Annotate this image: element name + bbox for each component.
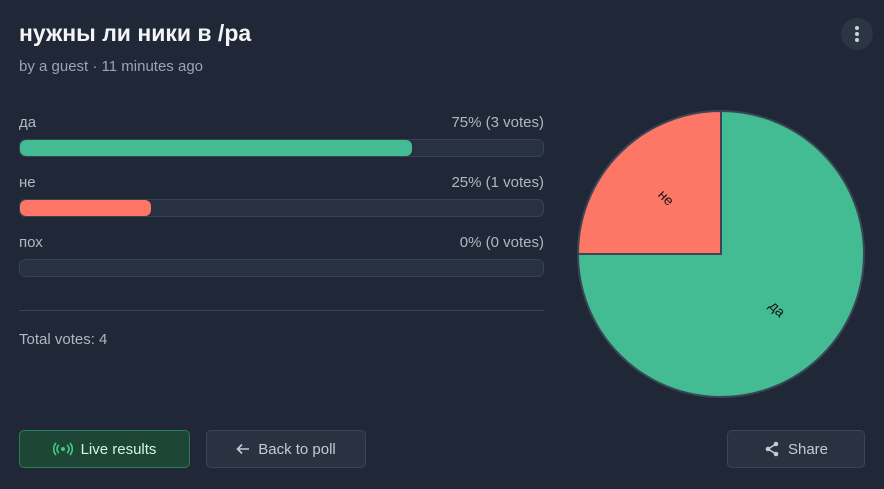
button-label: Live results (80, 440, 157, 458)
option-label: да (19, 114, 37, 131)
progress-track (19, 199, 544, 217)
option-result: 25% (1 votes) (451, 174, 544, 191)
separator (19, 310, 544, 311)
progress-bar (20, 200, 151, 216)
poll-title: нужны ли ники в /ра (19, 20, 252, 46)
progress-bar (20, 140, 413, 156)
pie-slice (576, 109, 865, 398)
share-button[interactable]: Share (727, 430, 865, 468)
button-label: Back to poll (258, 440, 336, 458)
live-results-button[interactable]: Live results (19, 430, 190, 468)
progress-track (19, 139, 544, 157)
option-result: 0% (0 votes) (459, 234, 544, 251)
progress-track (19, 259, 544, 277)
share-icon (765, 441, 779, 457)
button-label: Share (787, 440, 829, 458)
more-menu[interactable] (841, 18, 873, 50)
live-icon (52, 442, 73, 456)
pie-slice (576, 109, 722, 255)
back-button[interactable]: Back to poll (206, 430, 366, 468)
arrow-icon (236, 443, 250, 455)
option-label: пох (19, 234, 43, 251)
total-votes: Total votes: 4 (19, 331, 108, 348)
option-result: 75% (3 votes) (451, 114, 544, 131)
option-label: не (19, 174, 36, 191)
byline: by a guest · 11 minutes ago (19, 58, 203, 75)
